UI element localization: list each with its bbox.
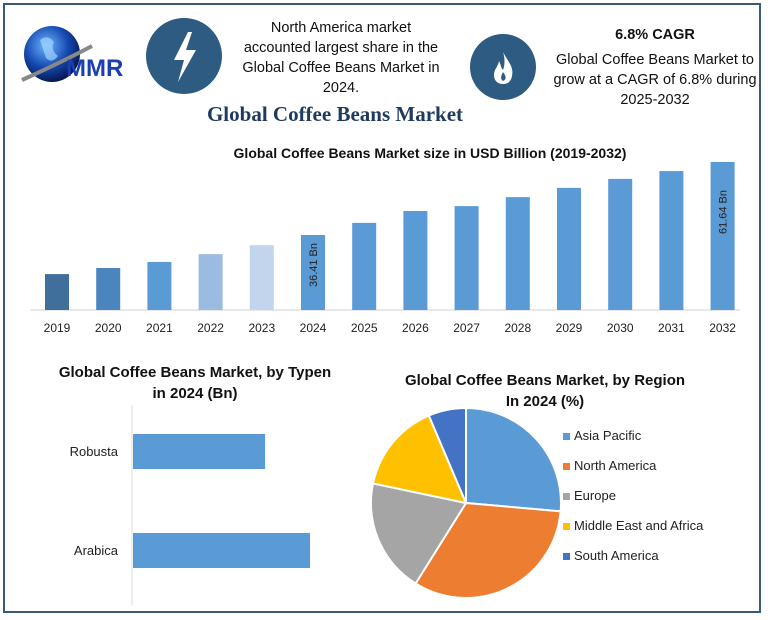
bar-2030 (608, 178, 633, 310)
x-tick-label: 2023 (248, 321, 275, 335)
legend-label: South America (574, 548, 659, 563)
x-tick-label: 2030 (607, 321, 634, 335)
highlight-line: accounted largest share in the (243, 40, 439, 56)
x-tick-label: 2020 (95, 321, 122, 335)
region-pie-chart: Asia Pacific North America Europe Middle Ea… (370, 406, 704, 599)
lightning-icon-circle (146, 18, 222, 94)
legend-label: Middle East and Africa (574, 518, 704, 533)
bar-2024 (301, 235, 325, 310)
x-tick-label: 2032 (709, 321, 736, 335)
bar-2022 (198, 254, 223, 310)
bar-2029 (557, 187, 581, 310)
type-chart-title-line: Global Coffee Beans Market, by Typen (58, 364, 332, 381)
bar-2020 (96, 268, 121, 310)
legend-label: Europe (574, 488, 616, 503)
legend-label: North America (574, 458, 657, 473)
data-label: 36.41 Bn (308, 243, 320, 287)
highlight-line: Global Coffee Beans Market to (555, 52, 754, 68)
type-chart-title: Global Coffee Beans Market, by Typen in … (40, 362, 350, 404)
x-tick-label: 2022 (197, 321, 224, 335)
bar-2032 (710, 161, 735, 310)
bar-2023 (249, 245, 274, 310)
bar-2025 (352, 222, 377, 310)
lightning-bolt-icon (174, 32, 196, 82)
bar-robusta (133, 434, 266, 469)
region-chart-title-line: Global Coffee Beans Market, by Region (404, 372, 686, 389)
data-label: 61.64 Bn (718, 190, 730, 234)
x-tick-label: 2031 (658, 321, 685, 335)
bar-2028 (505, 197, 530, 310)
category-label: Arabica (74, 543, 119, 558)
category-label: Robusta (70, 444, 119, 459)
legend-label: Asia Pacific (574, 428, 642, 443)
x-tick-label: 2028 (504, 321, 531, 335)
main-title: Global Coffee Beans Market (206, 102, 464, 126)
legend-swatch (563, 493, 570, 500)
mmr-logo: MMR (21, 26, 123, 82)
x-tick-label: 2026 (402, 321, 429, 335)
type-bar-chart: Robusta Arabica (70, 405, 310, 605)
logo-text: MMR (66, 55, 123, 82)
x-tick-label: 2025 (351, 321, 378, 335)
x-tick-label: 2029 (556, 321, 583, 335)
highlight-line: Global Coffee Beans Market in (242, 60, 440, 76)
legend-swatch (563, 463, 570, 470)
flame-icon (494, 52, 513, 84)
pie-slice-europe (370, 482, 468, 585)
legend-swatch (563, 523, 570, 530)
x-tick-label: 2027 (453, 321, 480, 335)
legend-swatch (563, 553, 570, 560)
bar-2026 (403, 211, 428, 310)
bar-arabica (133, 533, 310, 568)
highlight-north-america: North America market accounted largest s… (228, 18, 454, 98)
bar-2021 (147, 261, 172, 310)
region-chart-title: Global Coffee Beans Market, by Region In… (380, 370, 710, 412)
highlight-cagr: 6.8% CAGR Global Coffee Beans Market to … (546, 25, 764, 110)
market-size-bar-chart: 2019 2020 2021 2022 2023 2024 36.41 Bn 2025 2026… (30, 161, 740, 335)
pie-slice-south-america (427, 406, 467, 504)
bar-2027 (454, 206, 479, 310)
infographic-frame (3, 3, 761, 613)
pie-slice-middle-east-and-africa (371, 414, 468, 505)
bar-2019 (45, 274, 69, 310)
highlight-line: 2024. (322, 80, 360, 96)
bar-chart-title: Global Coffee Beans Market size in USD B… (233, 145, 627, 161)
x-tick-label: 2024 (300, 321, 327, 335)
highlight-line: North America market (270, 20, 412, 36)
highlight-line: 2025-2032 (620, 92, 690, 108)
bar-2031 (659, 171, 684, 310)
type-chart-title-line: in 2024 (Bn) (152, 385, 238, 402)
cagr-heading: 6.8% CAGR (615, 27, 695, 43)
pie-slice-asia-pacific (465, 406, 562, 513)
highlight-line: grow at a CAGR of 6.8% during (553, 72, 757, 88)
flame-icon-circle (470, 34, 536, 100)
legend-swatch (563, 433, 570, 440)
region-chart-title-line: In 2024 (%) (505, 393, 585, 410)
x-tick-label: 2019 (44, 321, 71, 335)
x-tick-label: 2021 (146, 321, 173, 335)
